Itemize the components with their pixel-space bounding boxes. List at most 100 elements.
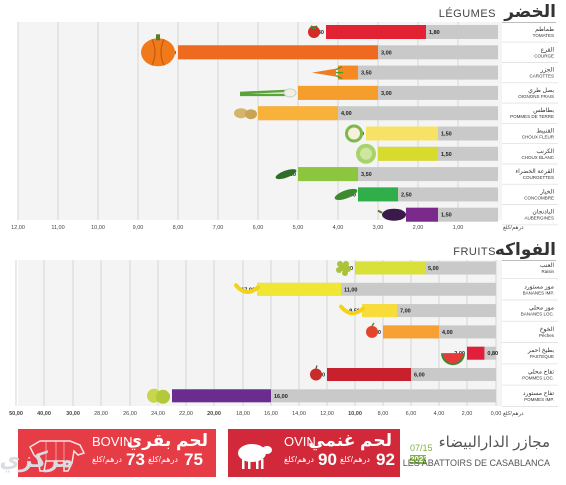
axis-tick-label: 4,00 <box>434 411 445 417</box>
axis-tick-label: 28,00 <box>94 411 108 417</box>
date-badge: 07/15 2023 <box>410 443 433 464</box>
watermelon-icon <box>441 353 465 366</box>
sheep-icon <box>238 444 272 469</box>
ovin-right-price: 92 <box>376 450 395 469</box>
axis-tick-label: 6,00 <box>253 225 264 231</box>
category-name-fr: OIGNONS FRAIS <box>518 94 554 99</box>
axis-tick-label: 5,00 <box>293 225 304 231</box>
category-name-ar: تفاح مستورد <box>523 390 554 397</box>
category-name-ar: الخيار <box>539 188 554 195</box>
category-name-ar: العنب <box>540 262 554 269</box>
tomato-icon <box>308 25 320 38</box>
category-name-ar: بطاطس <box>533 107 554 114</box>
category-name-fr: POMMES LOC. <box>522 376 554 381</box>
category-name-fr: CAROTTES <box>529 74 554 79</box>
price-range-bar <box>362 304 397 318</box>
banana-icon <box>234 283 260 294</box>
min-price-label: 4,00 <box>341 111 352 117</box>
axis-tick-label: 6,00 <box>406 411 417 417</box>
fruits-title-ar: الفواكه <box>494 240 556 259</box>
fruits-title-fr: FRUITS <box>453 246 496 258</box>
category-name-fr: TOMATES <box>533 33 554 38</box>
min-price-label: 4,00 <box>442 330 453 336</box>
category-name-fr: POMMES IMP. <box>524 397 554 402</box>
price-band-bar <box>338 65 498 80</box>
axis-tick-label: 2,00 <box>413 225 424 231</box>
eggplant-icon <box>377 208 406 221</box>
min-price-label: 1,50 <box>441 213 452 219</box>
ovin-right-unit: درهم/كلغ <box>340 455 370 464</box>
legumes-title-fr: LÉGUMES <box>438 8 496 20</box>
date-year: 2023 <box>410 455 428 464</box>
bovin-left-unit: درهم/كلغ <box>92 455 122 464</box>
axis-tick-label: 1,00 <box>453 225 464 231</box>
category-name-ar: القنبيط <box>536 128 554 135</box>
category-name-ar: موز مستورد <box>524 284 554 290</box>
zucchini-icon <box>275 169 297 180</box>
carrot-icon <box>312 65 343 80</box>
category-name-fr: PASTEQUE <box>530 354 554 359</box>
price-range-bar <box>258 106 338 121</box>
axis-tick-label: 2,00 <box>462 411 473 417</box>
axis-tick-label: 14,00 <box>292 411 306 417</box>
axis-tick-label: 11,00 <box>51 225 64 231</box>
bovin-box: BOVIN لحم بقري درهم/كلغ 73 درهم/كلغ 75 <box>18 429 216 477</box>
price-range-bar <box>338 65 358 80</box>
legumes-title-ar: الخضر <box>504 2 556 21</box>
category-name-ar: الباذنجان <box>532 209 554 216</box>
cabbage-icon <box>356 143 376 164</box>
min-price-label: 6,00 <box>414 373 425 379</box>
price-range-bar <box>298 85 378 100</box>
category-name-ar: القرعة الخضراء <box>515 168 554 175</box>
axis-tick-label: 18,00 <box>236 411 250 417</box>
legumes-chart: 12,00 11,00 10,00 9,00 8,00 7,00 6,00 5,00 4,00 3… <box>11 22 558 231</box>
axis-tick-label: 26,00 <box>123 411 137 417</box>
banana-icon <box>339 304 365 316</box>
bovin-left-price: 73 <box>126 450 145 469</box>
min-price-label: 3,00 <box>381 50 392 56</box>
min-price-label: 3,00 <box>381 91 392 97</box>
grapes-icon <box>336 261 351 276</box>
category-name-fr: POMMES DE TERRE <box>510 114 554 119</box>
category-name-ar: القرع <box>541 46 555 53</box>
ovin-label-ar: لحم غنمي <box>308 431 392 450</box>
price-range-bar <box>406 207 438 222</box>
category-name-fr: CONCOMBRE <box>524 195 554 200</box>
ovin-left-unit: درهم/كلغ <box>284 455 314 464</box>
axis-tick-label: 12,00 <box>320 411 334 417</box>
category-name-ar: بطيخ احمر <box>527 347 554 354</box>
axis-tick-label: 20,00 <box>207 411 221 417</box>
axis-unit-label: درهم/كلغ <box>503 410 524 417</box>
date-day: 07/15 <box>410 443 433 453</box>
abattoirs-name-ar: مجازر الدارالبيضاء <box>438 434 550 451</box>
min-price-label: 1,50 <box>441 152 452 158</box>
price-range-bar <box>383 325 439 339</box>
price-range-bar <box>358 187 398 202</box>
price-range-bar <box>257 282 341 296</box>
axis-tick-label: 12,00 <box>11 225 25 231</box>
bovin-label-fr: BOVIN <box>92 434 133 449</box>
category-name-ar: طماطم <box>535 26 554 33</box>
ovin-label-fr: OVIN <box>284 434 316 449</box>
cauliflower-icon <box>345 124 363 143</box>
price-range-bar <box>467 346 485 360</box>
min-price-label: 3,50 <box>361 172 372 178</box>
min-price-label: 7,00 <box>400 309 411 315</box>
category-name-fr: CHOUX FLEUR <box>522 135 555 140</box>
ovin-box: OVIN لحم غنمي درهم/كلغ 90 درهم/كلغ 92 <box>228 429 400 477</box>
category-name-fr: Raisin <box>541 269 554 274</box>
axis-unit-label: درهم/كلغ <box>503 224 524 231</box>
price-range-bar <box>298 167 358 182</box>
category-name-fr: BANANES LOC. <box>521 312 554 317</box>
category-name-ar: موز محلي <box>529 305 554 312</box>
ovin-left-price: 90 <box>318 450 337 469</box>
axis-tick-label: 4,00 <box>333 225 344 231</box>
axis-tick-label: 3,00 <box>373 225 384 231</box>
axis-tick-label: 8,00 <box>378 411 389 417</box>
category-name-fr: BANANES IMP. <box>523 290 554 295</box>
bovin-right-unit: درهم/كلغ <box>148 455 178 464</box>
category-name-ar: الجزر <box>539 67 554 74</box>
category-name-fr: COURGE <box>534 53 554 58</box>
meat-prices-banner: BOVIN لحم بقري درهم/كلغ 73 درهم/كلغ 75 O… <box>18 429 554 477</box>
price-range-bar <box>172 389 271 403</box>
